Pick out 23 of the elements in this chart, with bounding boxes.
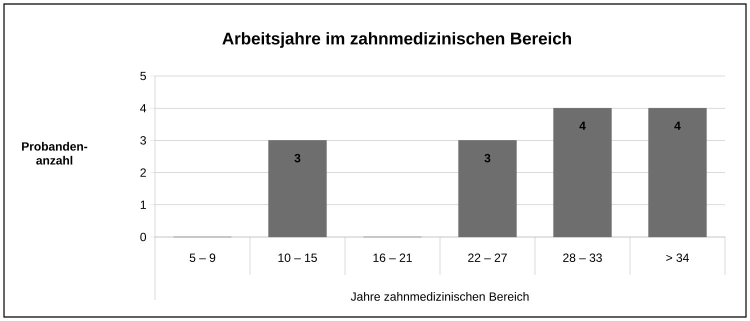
x-tick-label: 5 – 9 <box>190 254 216 262</box>
bar <box>458 140 517 238</box>
y-tick-label: 4 <box>140 104 146 112</box>
data-label: 4 <box>674 122 681 130</box>
data-label: 4 <box>579 122 586 130</box>
chart-title: Arbeitsjahre im zahnmedizinischen Bereich <box>222 32 571 48</box>
data-label: 3 <box>484 154 490 162</box>
x-tick-label: > 34 <box>666 254 689 262</box>
x-tick-label: 10 – 15 <box>278 254 317 262</box>
x-tick-label: 16 – 21 <box>373 254 412 262</box>
bar <box>553 108 612 238</box>
x-tick-label: 22 – 27 <box>468 254 507 262</box>
y-tick-label: 1 <box>140 200 146 209</box>
bar <box>268 140 327 238</box>
x-axis-title: Jahre zahnmedizinischen Bereich <box>350 292 529 301</box>
y-tick-label: 2 <box>140 168 146 177</box>
y-tick-label: 3 <box>140 136 146 145</box>
y-tick-label: 5 <box>140 72 146 80</box>
y-tick-label: 0 <box>140 232 146 242</box>
x-tick-label: 28 – 33 <box>563 254 602 262</box>
y-axis-title: Probanden-anzahl <box>22 142 88 165</box>
data-label: 3 <box>294 154 300 162</box>
bar <box>648 108 707 238</box>
